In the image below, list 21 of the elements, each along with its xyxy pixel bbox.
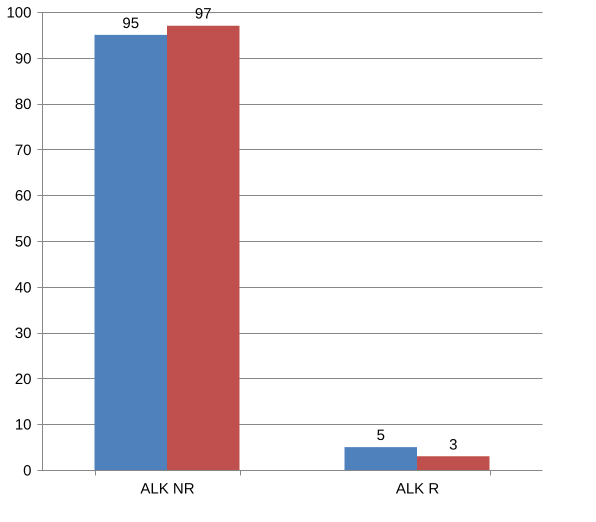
y-tick-label: 10 [14, 416, 32, 434]
x-tick-label: ALK R [396, 480, 440, 498]
bar [94, 34, 167, 470]
y-tick-label: 70 [14, 142, 32, 159]
data-label: 97 [194, 6, 212, 23]
data-label: 3 [449, 436, 458, 454]
y-tick-label: 100 [6, 4, 32, 22]
y-tick-label: 80 [14, 96, 32, 114]
y-tick-label: 50 [14, 234, 32, 250]
y-tick-label: 40 [14, 279, 32, 296]
data-label: 5 [376, 427, 385, 444]
bar [344, 447, 417, 470]
y-tick-label: 30 [14, 325, 32, 342]
y-tick-label: 60 [14, 188, 32, 205]
bar [167, 26, 240, 470]
y-tick-label: 20 [14, 370, 32, 388]
bar [417, 456, 490, 470]
y-tick-label: 0 [23, 462, 32, 480]
y-tick-label: 90 [14, 50, 32, 68]
x-tick-label: ALK NR [140, 480, 195, 498]
data-label: 95 [122, 14, 140, 32]
